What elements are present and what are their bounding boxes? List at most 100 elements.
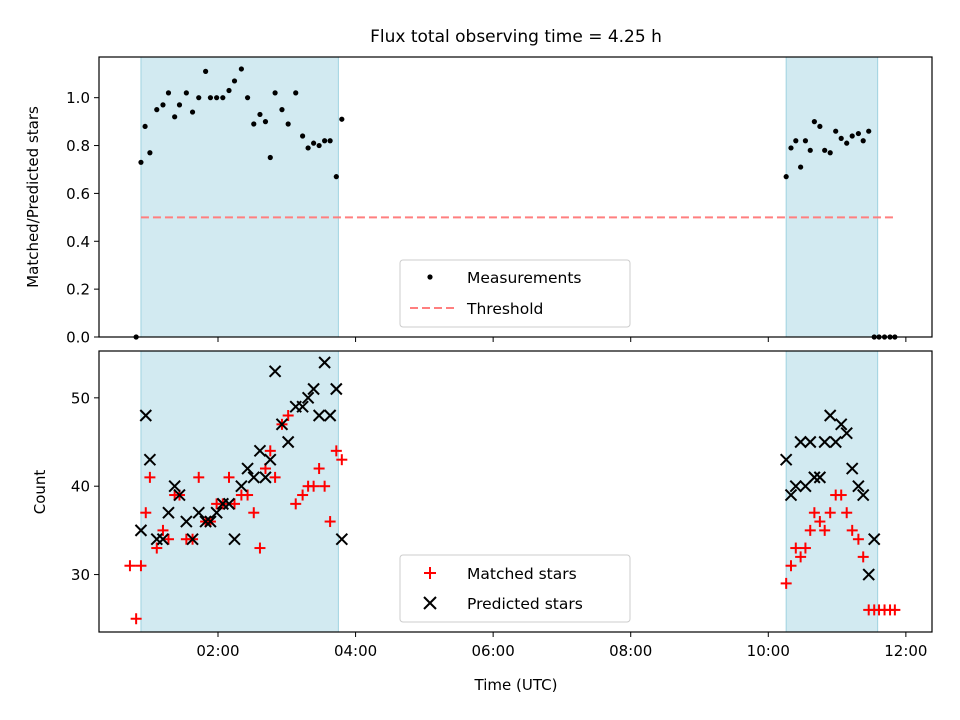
measurement-point bbox=[165, 90, 172, 96]
matched-star-point bbox=[130, 613, 142, 625]
measurement-point bbox=[220, 95, 226, 101]
predicted-star-point bbox=[281, 435, 295, 449]
measurement-point bbox=[339, 116, 345, 122]
measurement-point bbox=[788, 145, 794, 151]
matched-star-point bbox=[795, 551, 807, 563]
measurement-point bbox=[203, 68, 209, 74]
matched-star-point bbox=[248, 507, 260, 519]
top-shaded-span bbox=[785, 56, 879, 338]
measurement-point bbox=[138, 159, 144, 165]
measurement-point bbox=[238, 66, 244, 72]
matched-star-point bbox=[841, 507, 853, 519]
top-y-axis-label: Matched/Predicted stars bbox=[24, 106, 42, 288]
measurement-point bbox=[305, 145, 311, 151]
predicted-star-point bbox=[247, 471, 260, 484]
matched-star-point bbox=[282, 410, 294, 422]
measurement-point bbox=[866, 128, 872, 134]
predicted-star-point bbox=[275, 418, 289, 431]
measurement-point bbox=[172, 114, 178, 120]
matched-star-point bbox=[290, 498, 302, 510]
x-tick-label: 08:00 bbox=[609, 642, 652, 660]
predicted-star-point bbox=[779, 453, 793, 466]
predicted-star-point bbox=[296, 400, 309, 413]
predicted-star-point bbox=[808, 471, 821, 484]
top-shaded-span bbox=[140, 56, 339, 338]
predicted-star-point bbox=[264, 453, 277, 466]
matched-star-point bbox=[151, 542, 163, 554]
matched-star-point bbox=[852, 533, 864, 545]
predicted-star-point bbox=[268, 365, 282, 378]
predicted-star-point bbox=[186, 533, 199, 546]
matched-star-point bbox=[814, 516, 826, 528]
top-axes-frame bbox=[98, 56, 933, 338]
top-y-tick-label: 0.8 bbox=[66, 137, 90, 155]
measurement-point bbox=[798, 164, 804, 170]
measurement-point bbox=[142, 123, 148, 130]
matched-star-point bbox=[229, 498, 241, 510]
measurement-point bbox=[147, 150, 153, 156]
predicted-star-point bbox=[210, 506, 223, 519]
bottom-y-tick-label: 30 bbox=[71, 566, 90, 584]
bottom-axes-frame bbox=[98, 350, 933, 633]
x-tick-label: 10:00 bbox=[747, 642, 790, 660]
predicted-star-point bbox=[312, 409, 326, 422]
matched-star-point bbox=[785, 560, 797, 572]
x-axis-label: Time (UTC) bbox=[474, 676, 558, 694]
top-y-tick-label: 0.0 bbox=[66, 329, 90, 347]
x-tick-label: 06:00 bbox=[472, 642, 515, 660]
predicted-star-point bbox=[156, 533, 170, 546]
matched-star-point bbox=[140, 507, 152, 519]
measurement-point bbox=[251, 121, 257, 127]
matched-star-point bbox=[824, 507, 836, 519]
matched-star-point bbox=[297, 489, 309, 501]
matched-star-point bbox=[804, 524, 816, 536]
measurement-point bbox=[189, 109, 196, 115]
measurement-point bbox=[783, 174, 789, 180]
top-y-tick-label: 0.2 bbox=[66, 281, 90, 299]
legend-predicted-marker bbox=[423, 596, 437, 610]
predicted-star-point bbox=[318, 356, 331, 369]
legend-matched-label: Matched stars bbox=[467, 565, 577, 583]
measurement-point bbox=[327, 138, 333, 144]
measurement-point bbox=[257, 111, 263, 118]
matched-star-point bbox=[889, 604, 901, 616]
matched-star-point bbox=[319, 480, 331, 492]
measurement-point bbox=[827, 150, 833, 156]
matched-star-point bbox=[846, 524, 858, 536]
predicted-star-point bbox=[862, 568, 875, 581]
matched-star-point bbox=[264, 445, 276, 457]
predicted-star-point bbox=[846, 462, 859, 475]
matched-star-point bbox=[313, 463, 325, 475]
predicted-star-point bbox=[818, 435, 831, 449]
measurement-point bbox=[183, 90, 189, 96]
predicted-star-point bbox=[180, 515, 193, 528]
measurement-point bbox=[838, 135, 844, 141]
measurement-point bbox=[322, 138, 328, 144]
matched-star-point bbox=[254, 542, 266, 554]
predicted-star-point bbox=[222, 497, 236, 511]
measurement-point bbox=[817, 123, 823, 130]
predicted-star-point bbox=[852, 479, 865, 493]
measurement-point bbox=[267, 154, 273, 161]
predicted-star-point bbox=[134, 524, 148, 537]
top-legend: Measurements Threshold bbox=[399, 259, 631, 328]
measurement-point bbox=[272, 90, 278, 96]
measurement-point bbox=[855, 130, 861, 137]
top-y-tick-label: 0.4 bbox=[66, 233, 90, 251]
predicted-star-point bbox=[173, 488, 186, 502]
top-y-tick-label: 0.6 bbox=[66, 185, 90, 203]
matched-star-point bbox=[157, 524, 169, 536]
matched-star-point bbox=[308, 480, 320, 492]
measurement-point bbox=[262, 119, 269, 125]
predicted-star-point bbox=[192, 506, 205, 519]
predicted-star-point bbox=[804, 435, 817, 449]
predicted-star-point bbox=[813, 471, 827, 484]
predicted-star-point bbox=[235, 479, 248, 493]
matched-star-point bbox=[193, 471, 205, 483]
legend-matched-marker bbox=[424, 567, 436, 579]
bottom-y-tick-label: 50 bbox=[71, 389, 90, 407]
measurement-point bbox=[160, 102, 166, 108]
measurement-point bbox=[300, 133, 306, 139]
predicted-star-point bbox=[241, 462, 254, 475]
predicted-star-point bbox=[301, 391, 315, 405]
